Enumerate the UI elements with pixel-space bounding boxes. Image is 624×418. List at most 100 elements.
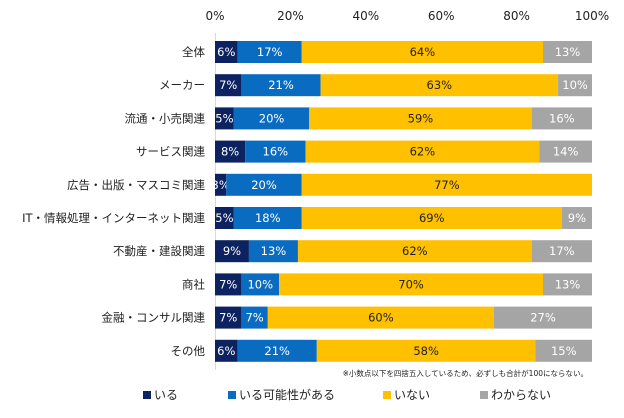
data-label: 3% xyxy=(212,178,230,192)
data-label: 10% xyxy=(562,78,588,92)
bar-segment xyxy=(301,207,562,229)
bar-row: 広告・出版・マスコミ関連 3% 20% 77% xyxy=(67,173,592,196)
data-label: 16% xyxy=(263,145,289,159)
bar-segment xyxy=(215,207,234,229)
legend-label: いる xyxy=(154,388,178,402)
bar-segment xyxy=(558,74,592,97)
data-label: 63% xyxy=(427,78,453,92)
legend-swatch xyxy=(228,391,236,399)
data-label: 62% xyxy=(402,244,428,258)
x-tick-label: 60% xyxy=(428,9,455,23)
bar-segment xyxy=(279,273,543,296)
bar-row: サービス関連 8% 16% 62% 14% xyxy=(136,140,592,163)
data-label: 64% xyxy=(410,45,436,59)
category-label: 全体 xyxy=(182,45,205,59)
data-label: 69% xyxy=(419,211,445,225)
data-label: 59% xyxy=(408,111,434,125)
bar-segment xyxy=(215,41,238,63)
category-label: その他 xyxy=(171,344,206,358)
bar-segment xyxy=(215,273,242,296)
data-label: 6% xyxy=(217,344,235,358)
category-label: 流通・小売関連 xyxy=(125,111,206,125)
bar-segment xyxy=(301,41,543,63)
bar-row: その他 6% 21% 58% 15% xyxy=(171,339,592,362)
bar-row: 不動産・建設関連 9% 13% 62% 17% xyxy=(113,240,592,263)
bar-segment xyxy=(215,173,227,196)
data-label: 21% xyxy=(264,344,290,358)
data-label: 70% xyxy=(398,277,424,291)
data-label: 21% xyxy=(268,78,294,92)
data-label: 13% xyxy=(261,244,287,258)
bar-segment xyxy=(237,339,317,362)
bar-row: 金融・コンサル関連 7% 7% 60% 27% xyxy=(102,306,592,329)
bar-segment xyxy=(542,41,592,63)
bar-segment xyxy=(267,306,494,329)
legend-label: いない xyxy=(394,388,430,402)
legend-item: いる xyxy=(143,388,178,402)
bar-segment xyxy=(241,273,280,296)
bar-segment xyxy=(245,140,306,163)
bar-segment xyxy=(215,339,238,362)
bar-segment xyxy=(493,306,592,329)
bar-segment xyxy=(215,74,242,97)
data-label: 8% xyxy=(221,145,239,159)
bar-segment xyxy=(241,74,321,97)
legend-item: いる可能性がある xyxy=(228,387,335,402)
legend-swatch xyxy=(480,391,488,399)
bar-segment xyxy=(305,140,540,163)
bar-segment xyxy=(297,240,532,263)
bar-segment xyxy=(542,273,592,296)
bar-segment xyxy=(301,173,592,196)
data-label: 60% xyxy=(368,311,394,325)
bar-segment xyxy=(241,306,268,329)
data-label: 9% xyxy=(568,211,586,225)
legend-label: わからない xyxy=(491,388,551,402)
bar-segment xyxy=(535,339,592,362)
bar-row: メーカー 7% 21% 63% 10% xyxy=(159,74,592,97)
x-tick-label: 80% xyxy=(503,9,530,23)
x-tick-label: 40% xyxy=(352,9,379,23)
legend-swatch xyxy=(143,391,151,399)
data-label: 7% xyxy=(219,311,237,325)
data-label: 20% xyxy=(259,111,285,125)
data-label: 58% xyxy=(413,344,439,358)
bar-segment xyxy=(215,306,242,329)
legend-item: いない xyxy=(383,388,430,402)
footnote: ※小数点以下を四捨五入しているため、必ずしも合計が100にならない。 xyxy=(343,368,588,378)
data-label: 18% xyxy=(255,211,281,225)
bar-row: IT・情報処理・インターネット関連 5% 18% 69% 9% xyxy=(22,207,592,229)
x-tick-label: 20% xyxy=(277,9,304,23)
data-label: 17% xyxy=(549,244,575,258)
bar-row: 流通・小売関連 5% 20% 59% 16% xyxy=(125,107,592,130)
data-label: 7% xyxy=(219,277,237,291)
data-label: 77% xyxy=(434,178,460,192)
data-label: 62% xyxy=(410,145,436,159)
bar-segment xyxy=(320,74,559,97)
data-label: 6% xyxy=(217,45,235,59)
data-label: 5% xyxy=(215,211,233,225)
data-label: 27% xyxy=(530,311,556,325)
data-label: 14% xyxy=(553,145,579,159)
data-label: 13% xyxy=(555,45,581,59)
bar-segment xyxy=(248,240,298,263)
data-label: 7% xyxy=(245,311,263,325)
category-label: 金融・コンサル関連 xyxy=(102,311,206,325)
data-label: 13% xyxy=(555,277,581,291)
bar-segment xyxy=(215,240,249,263)
category-label: 不動産・建設関連 xyxy=(113,244,205,258)
bar-segment xyxy=(531,240,592,263)
data-label: 5% xyxy=(215,111,233,125)
bar-segment xyxy=(233,207,302,229)
data-label: 7% xyxy=(219,78,237,92)
data-label: 16% xyxy=(549,111,575,125)
category-label: 商社 xyxy=(182,277,205,291)
bar-row: 商社 7% 10% 70% 13% xyxy=(182,273,592,296)
bar-segment xyxy=(539,140,592,163)
bar-segment xyxy=(316,339,536,362)
category-label: サービス関連 xyxy=(136,145,205,159)
category-label: IT・情報処理・インターネット関連 xyxy=(22,211,205,225)
category-label: メーカー xyxy=(159,78,205,92)
bar-segment xyxy=(215,107,234,130)
data-label: 20% xyxy=(251,178,277,192)
bar-segment xyxy=(237,41,302,63)
